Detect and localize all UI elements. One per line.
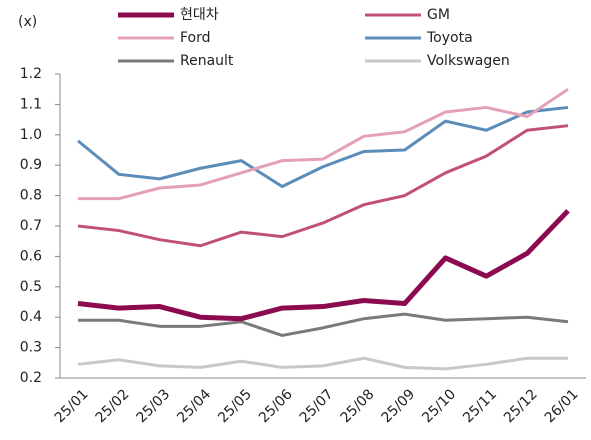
series-line (78, 312, 569, 337)
series-line (77, 356, 568, 371)
x-tick-label: 25/04 (174, 386, 214, 426)
y-tick-label: 1.2 (20, 66, 42, 82)
series-line (77, 124, 569, 248)
x-tick-label: 25/07 (297, 386, 337, 426)
x-tick-label: 25/12 (501, 386, 541, 426)
y-tick-label: 1.1 (20, 96, 42, 112)
x-tick-label: 25/03 (133, 386, 173, 426)
legend-label: Ford (180, 30, 211, 46)
series-line (78, 87, 569, 201)
x-tick-label: 25/06 (256, 386, 296, 426)
legend-label: 현대차 (180, 7, 219, 23)
x-tick-label: 25/09 (378, 386, 418, 426)
legend-label: Renault (180, 53, 234, 69)
y-tick-label: 0.7 (20, 218, 42, 234)
y-tick-label: 0.2 (20, 370, 42, 386)
y-tick-label: 0.5 (20, 279, 42, 295)
x-tick-label: 25/11 (460, 386, 500, 426)
x-tick-label: 25/08 (338, 386, 378, 426)
y-tick-label: 1.0 (20, 127, 42, 143)
legend-label: GM (427, 7, 450, 23)
y-tick-label: 0.9 (20, 157, 42, 173)
x-tick-label: 25/01 (52, 386, 92, 426)
legend-label: Toyota (426, 30, 473, 46)
x-tick-label: 25/10 (419, 386, 459, 426)
x-tick-label: 25/02 (93, 386, 133, 426)
series-line (77, 105, 569, 188)
y-unit-label: (x) (18, 14, 37, 30)
y-tick-label: 0.8 (20, 188, 42, 204)
y-tick-label: 0.6 (20, 248, 42, 264)
y-tick-label: 0.3 (20, 340, 42, 356)
x-tick-label: 25/05 (215, 386, 255, 426)
legend-label: Volkswagen (427, 53, 510, 69)
y-tick-label: 0.4 (20, 309, 42, 325)
x-tick-label: 26/01 (542, 386, 582, 426)
series-line (77, 209, 570, 322)
